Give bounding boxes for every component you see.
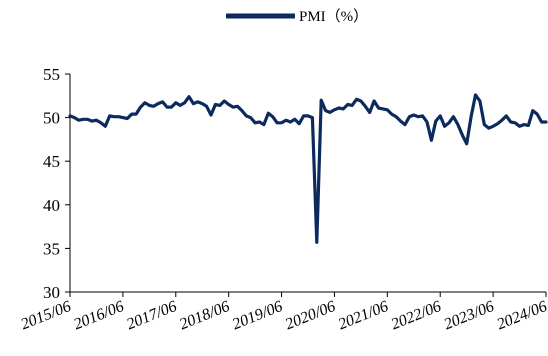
x-tick-label: 2023/06 — [442, 298, 497, 333]
y-tick-label: 50 — [43, 109, 60, 128]
x-tick-group: 2015/062016/062017/062018/062019/062020/… — [18, 292, 548, 333]
y-tick-label: 45 — [43, 152, 60, 171]
x-tick-label: 2017/06 — [124, 298, 179, 333]
x-tick-label: 2018/06 — [177, 298, 232, 333]
y-axis: 30 35 40 45 50 55 — [43, 65, 71, 302]
y-tick-label: 55 — [43, 65, 60, 84]
x-tick-label: 2019/06 — [230, 298, 285, 333]
legend: PMI（%） — [226, 8, 368, 25]
y-tick-group: 30 35 40 45 50 55 — [43, 65, 70, 302]
pmi-series-line — [68, 93, 548, 244]
x-tick-label: 2015/06 — [18, 298, 73, 333]
legend-label: PMI（%） — [299, 8, 368, 25]
x-tick-label: 2021/06 — [336, 298, 391, 333]
x-tick-label: 2020/06 — [283, 298, 338, 333]
y-tick-label: 40 — [43, 196, 60, 215]
y-tick-label: 30 — [43, 283, 60, 302]
x-tick-label: 2022/06 — [389, 298, 444, 333]
x-tick-label: 2024/06 — [494, 298, 548, 333]
x-tick-label: 2016/06 — [71, 298, 126, 333]
y-tick-label: 35 — [43, 239, 60, 258]
x-axis: 2015/062016/062017/062018/062019/062020/… — [18, 291, 548, 333]
